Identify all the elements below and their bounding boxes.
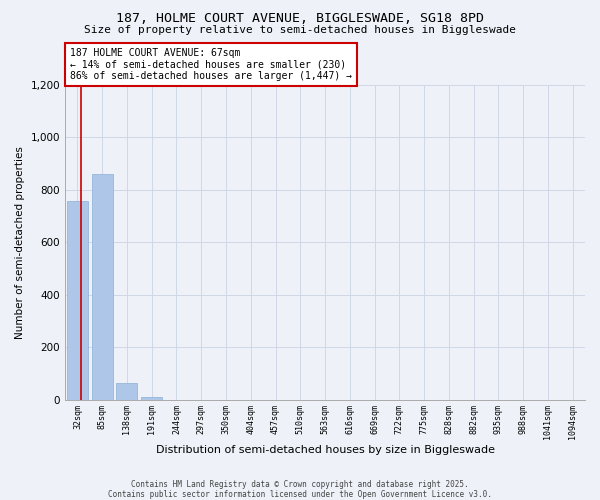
Bar xyxy=(141,397,162,400)
Y-axis label: Number of semi-detached properties: Number of semi-detached properties xyxy=(15,146,25,338)
Text: 187, HOLME COURT AVENUE, BIGGLESWADE, SG18 8PD: 187, HOLME COURT AVENUE, BIGGLESWADE, SG… xyxy=(116,12,484,26)
Text: Contains HM Land Registry data © Crown copyright and database right 2025.
Contai: Contains HM Land Registry data © Crown c… xyxy=(108,480,492,499)
Bar xyxy=(92,174,113,400)
Text: 187 HOLME COURT AVENUE: 67sqm
← 14% of semi-detached houses are smaller (230)
86: 187 HOLME COURT AVENUE: 67sqm ← 14% of s… xyxy=(70,48,352,82)
Bar xyxy=(67,202,88,400)
Text: Size of property relative to semi-detached houses in Biggleswade: Size of property relative to semi-detach… xyxy=(84,25,516,35)
X-axis label: Distribution of semi-detached houses by size in Biggleswade: Distribution of semi-detached houses by … xyxy=(155,445,494,455)
Bar xyxy=(116,382,137,400)
